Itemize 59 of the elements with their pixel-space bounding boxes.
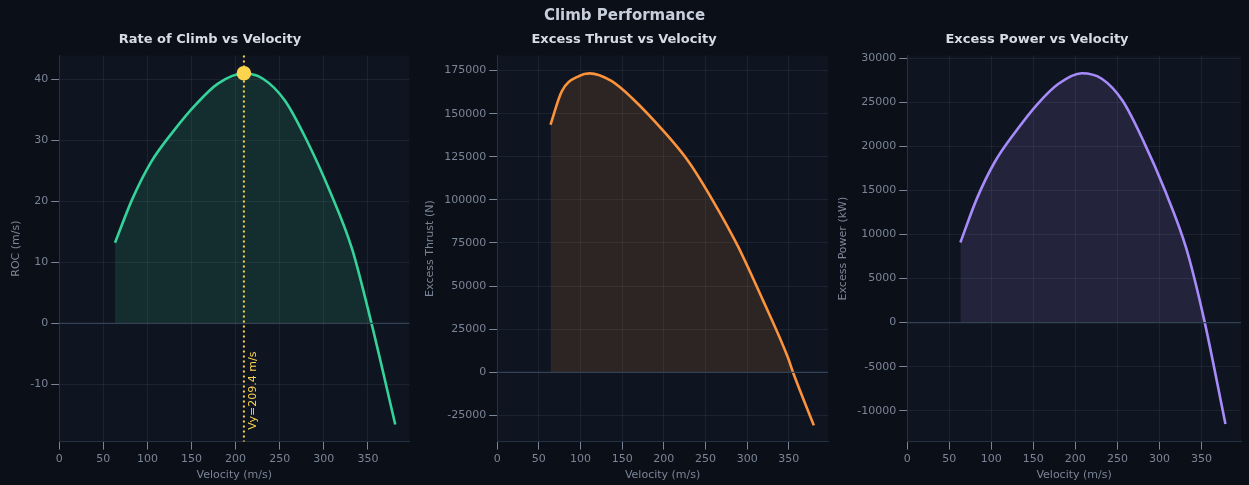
- y-tick-label: 10000: [861, 227, 897, 241]
- x-tick-label: 250: [694, 452, 716, 466]
- x-tick-label: 250: [269, 452, 291, 466]
- x-tick-label: 350: [357, 452, 379, 466]
- y-tick-label: 10: [34, 255, 49, 269]
- x-axis-title: Velocity (m/s): [1036, 468, 1112, 482]
- x-tick-label: 50: [942, 452, 957, 466]
- x-tick-label: 100: [569, 452, 591, 466]
- y-tick-label: 0: [478, 365, 486, 379]
- y-tick-label: -5000: [864, 359, 897, 373]
- x-tick-label: 150: [1022, 452, 1044, 466]
- x-tick-label: 50: [531, 452, 546, 466]
- y-tick-label: 150000: [443, 106, 486, 120]
- y-tick-label: -10: [30, 377, 49, 391]
- x-tick-label: 350: [777, 452, 799, 466]
- x-tick-label: 50: [96, 452, 111, 466]
- x-axis-title: Velocity (m/s): [196, 468, 272, 482]
- y-axis-title: ROC (m/s): [9, 220, 23, 277]
- y-tick-label: 75000: [450, 235, 486, 249]
- x-tick-label: 300: [1148, 452, 1170, 466]
- y-tick-label: -10000: [857, 403, 897, 417]
- ref-line-label: Vy=209.4 m/s: [246, 351, 260, 430]
- x-tick-label: 150: [611, 452, 633, 466]
- y-axis-title: Excess Power (kW): [836, 196, 850, 301]
- x-tick-label: 250: [1106, 452, 1128, 466]
- chart-title: Excess Power vs Velocity: [945, 31, 1130, 47]
- x-axis-title: Velocity (m/s): [624, 468, 700, 482]
- y-tick-label: 0: [41, 316, 49, 330]
- chart-title: Rate of Climb vs Velocity: [118, 31, 302, 47]
- x-tick-label: 350: [1190, 452, 1212, 466]
- y-tick-label: 30: [34, 133, 49, 147]
- y-tick-label: 40: [34, 72, 49, 86]
- y-axis-title: Excess Thrust (N): [422, 200, 436, 297]
- chart-title: Excess Thrust vs Velocity: [530, 31, 717, 47]
- x-tick-label: 100: [136, 452, 158, 466]
- x-tick-label: 200: [1064, 452, 1086, 466]
- y-tick-label: 25000: [861, 95, 897, 109]
- x-tick-label: 200: [225, 452, 247, 466]
- y-tick-label: 25000: [450, 322, 486, 336]
- y-tick-label: 175000: [443, 63, 486, 77]
- y-tick-label: 5000: [868, 271, 897, 285]
- y-tick-label: 30000: [861, 51, 897, 65]
- y-tick-label: 125000: [443, 149, 486, 163]
- text: Climb Performance: [542, 5, 707, 26]
- y-tick-label: 100000: [443, 192, 486, 206]
- x-tick-label: 0: [493, 452, 501, 466]
- x-tick-label: 0: [55, 452, 63, 466]
- y-tick-label: 20000: [861, 139, 897, 153]
- y-tick-label: 0: [889, 315, 897, 329]
- y-tick-label: 15000: [861, 183, 897, 197]
- x-tick-label: 200: [652, 452, 674, 466]
- x-tick-label: 100: [980, 452, 1002, 466]
- x-tick-label: 150: [181, 452, 202, 466]
- y-tick-label: 50000: [450, 278, 486, 292]
- x-tick-label: 300: [736, 452, 758, 466]
- y-tick-label: -25000: [446, 408, 486, 422]
- y-tick-label: 20: [34, 194, 49, 208]
- x-tick-label: 0: [903, 452, 911, 466]
- x-tick-label: 300: [313, 452, 335, 466]
